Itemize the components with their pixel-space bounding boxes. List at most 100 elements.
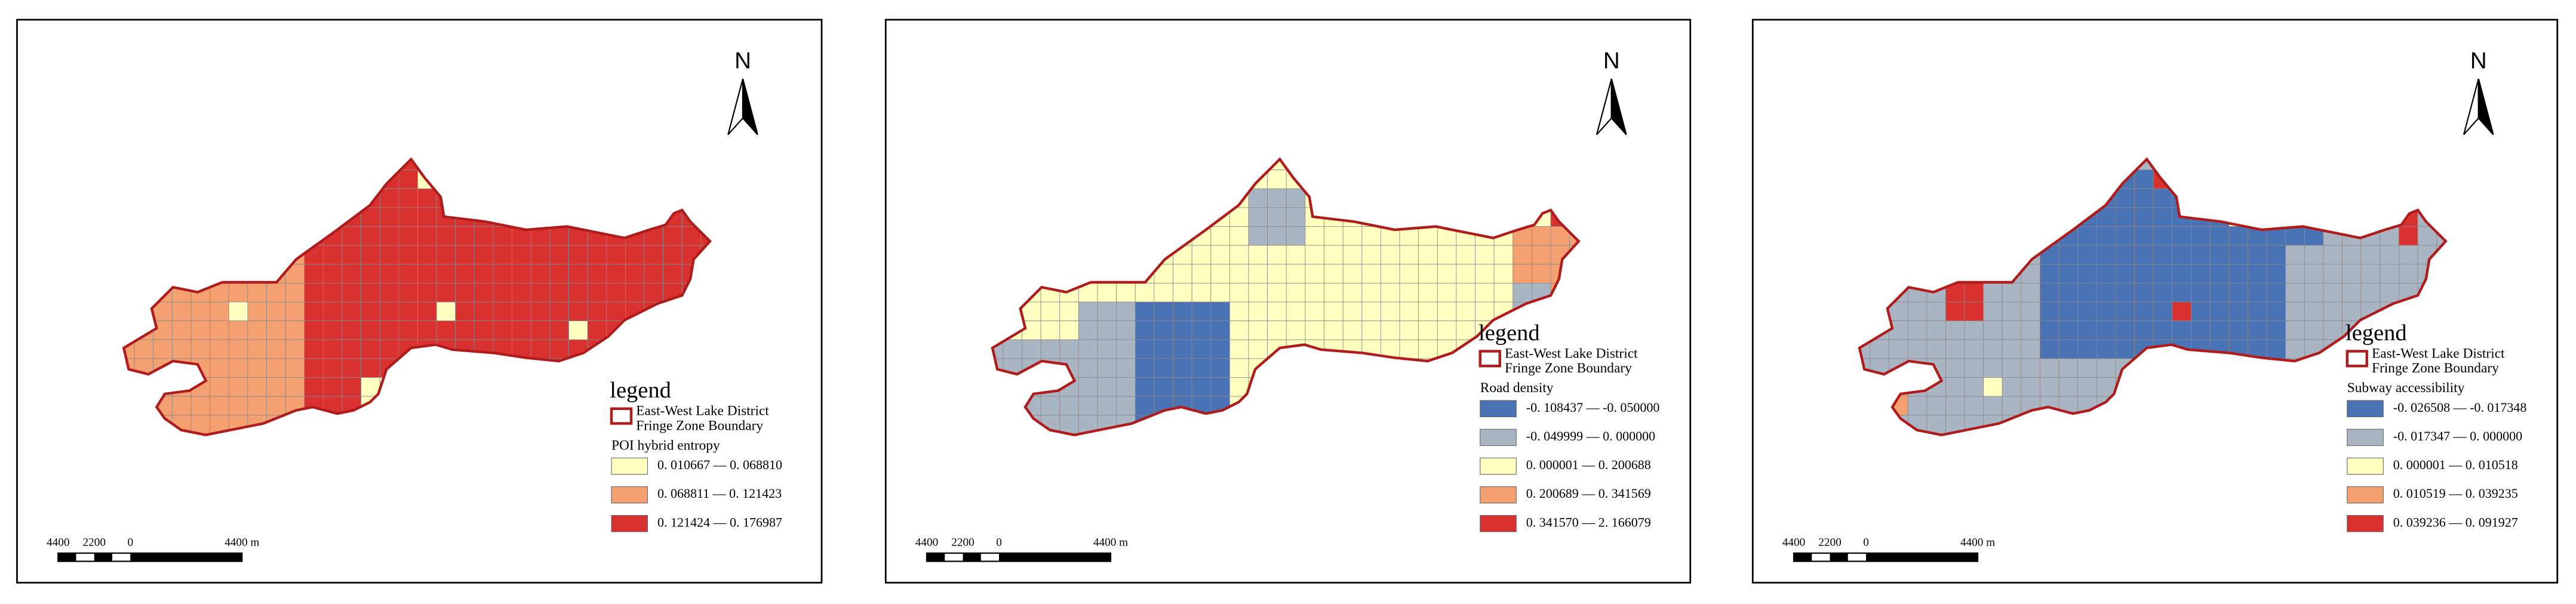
grid-cell: [1135, 301, 1155, 322]
grid-cell: [2209, 301, 2230, 322]
grid-cell: [2228, 245, 2248, 265]
legend-swatch: [2347, 514, 2384, 532]
grid-cell: [2077, 282, 2097, 303]
grid-cell: [1097, 282, 1117, 303]
grid-cell: [1493, 264, 1514, 283]
grid-cell: [2077, 339, 2097, 359]
grid-cell: [417, 245, 437, 265]
grid-cell: [1097, 377, 1117, 397]
grid-cell: [304, 339, 324, 359]
grid-cell: [1964, 377, 1984, 397]
grid-cell: [2058, 282, 2079, 303]
grid-cell: [2380, 264, 2399, 283]
legend-class-label: -0. 026508 — -0. 017348: [2393, 400, 2527, 415]
grid-cell: [455, 264, 475, 283]
grid-cell: [2040, 264, 2059, 283]
grid-cell: [247, 377, 267, 397]
grid-cell: [568, 264, 588, 283]
grid-cell: [1456, 282, 1475, 303]
grid-cell: [1229, 226, 1249, 246]
grid-cell: [2247, 282, 2267, 303]
grid-cell: [1456, 321, 1475, 340]
grid-cell: [2077, 321, 2097, 340]
grid-cell: [2115, 245, 2135, 265]
grid-cell: [455, 321, 475, 340]
legend-class-label: 0. 039236 — 0. 091927: [2393, 514, 2518, 529]
grid-cell: [247, 358, 267, 378]
grid-cell: [549, 301, 569, 322]
grid-cell: [436, 321, 456, 340]
grid-cell: [417, 207, 437, 227]
legend-class-label: 0. 200689 — 0. 341569: [1526, 486, 1651, 501]
grid-cell: [266, 301, 286, 322]
district-boundary: [1858, 157, 2448, 436]
grid-cell: [190, 339, 211, 359]
grid-cell: [2191, 301, 2211, 322]
grid-cell: [2209, 282, 2230, 303]
grid-cell: [285, 321, 305, 340]
grid-cell: [512, 264, 531, 283]
grid-cell: [1964, 358, 1984, 378]
legend-swatch: [2347, 486, 2384, 504]
grid-cell: [2285, 339, 2305, 359]
grid-cell: [2058, 245, 2079, 265]
grid-cell: [1513, 245, 1532, 265]
grid-cell: [398, 207, 418, 227]
grid-cell: [190, 396, 211, 416]
grid-cell: [2115, 226, 2135, 246]
scale-segment: [1830, 553, 1848, 562]
grid-cell: [1229, 358, 1249, 378]
grid-cell: [2077, 358, 2097, 378]
grid-cell: [2266, 301, 2286, 322]
grid-cell: [361, 245, 380, 265]
grid-cell: [1191, 245, 1212, 265]
grid-cell: [2360, 282, 2381, 303]
grid-cell: [493, 301, 513, 322]
grid-cell: [1210, 339, 1230, 359]
legend-swatch: [1480, 457, 1517, 475]
grid-cell: [1097, 339, 1117, 359]
boundary-label: Fringe Zone Boundary: [1505, 360, 1632, 376]
scale-segment: [1866, 553, 1978, 562]
grid-cell: [2323, 321, 2343, 340]
grid-cell: [1437, 282, 1457, 303]
grid-cell: [1945, 339, 1965, 359]
grid-cell: [2153, 301, 2173, 322]
grid-cell: [512, 245, 531, 265]
grid-cell: [1361, 245, 1381, 265]
grid-cell: [1210, 245, 1230, 265]
grid-cell: [1248, 207, 1268, 227]
grid-cell: [1248, 264, 1268, 283]
grid-cell: [342, 321, 362, 340]
grid-cell: [474, 301, 494, 322]
grid-cell: [663, 245, 683, 265]
scale-label: 4400 m: [1960, 537, 1995, 549]
grid-cell: [1210, 321, 1230, 340]
grid-cell: [2115, 264, 2135, 283]
grid-cell: [1361, 301, 1381, 322]
grid-cell: [2304, 264, 2324, 283]
grid-cell: [436, 226, 456, 246]
grid-cell: [1531, 245, 1551, 265]
grid-cell: [1229, 264, 1249, 283]
grid-cell: [2304, 301, 2324, 322]
grid-cell: [2040, 301, 2059, 322]
grid-cell: [2285, 264, 2305, 283]
scale-segment: [1794, 553, 1812, 562]
legend-class-label: 0. 010667 — 0. 068810: [657, 457, 782, 472]
grid-cell: [1248, 282, 1268, 303]
grid-cell: [2191, 321, 2211, 340]
grid-cell: [1135, 377, 1155, 397]
grid-cell: [1191, 264, 1212, 283]
grid-cell: [2380, 245, 2399, 265]
grid-cell: [342, 301, 362, 322]
grid-cell: [2172, 282, 2191, 303]
grid-cell: [1418, 301, 1438, 322]
grid-cell: [1983, 358, 2003, 378]
grid-cell: [304, 301, 324, 322]
grid-cell: [1210, 377, 1230, 397]
grid-cell: [322, 301, 343, 322]
grid-cell: [1173, 282, 1192, 303]
grid-cell: [2398, 264, 2418, 283]
grid-cell: [2134, 170, 2154, 189]
